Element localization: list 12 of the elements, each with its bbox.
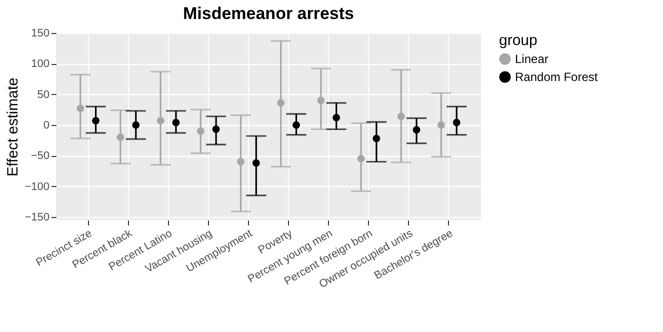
- y-tick-label: −100: [24, 180, 50, 193]
- legend-title: group: [499, 32, 538, 49]
- legend-label: Linear: [515, 52, 548, 66]
- y-tick-label: −50: [30, 150, 50, 162]
- y-tick-label: 150: [31, 28, 50, 40]
- y-tick-label: 50: [37, 88, 50, 101]
- chart-title: Misdemeanor arrests: [182, 4, 354, 23]
- y-tick-label: 0: [43, 119, 50, 132]
- y-tick-label: 100: [31, 58, 50, 70]
- y-tick-label: −150: [24, 211, 50, 224]
- y-axis-title: Effect estimate: [4, 78, 22, 176]
- legend-label: Random Forest: [515, 70, 598, 84]
